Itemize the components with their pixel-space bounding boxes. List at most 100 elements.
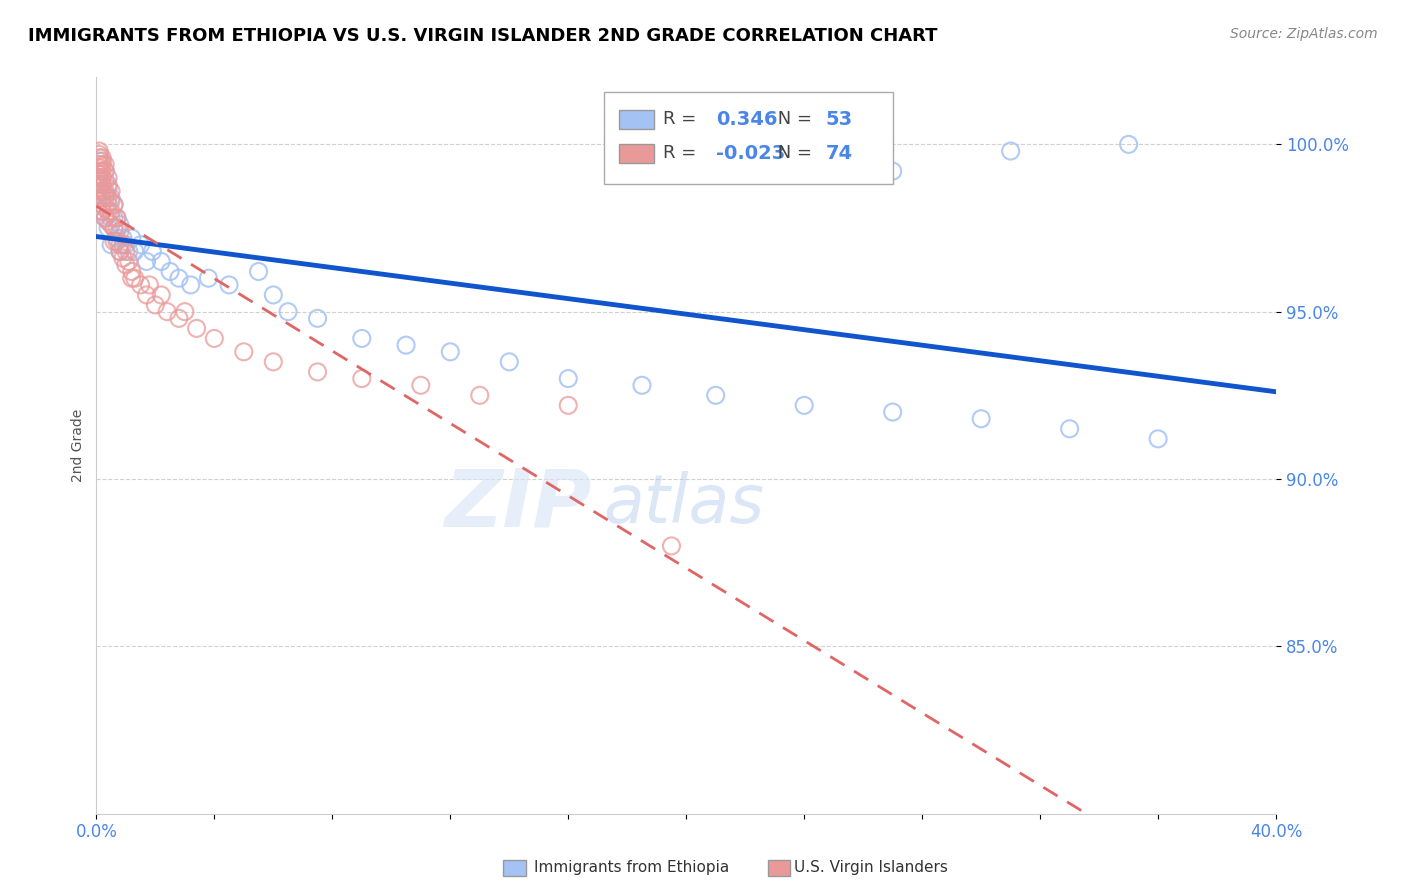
Point: [89, 147, 111, 161]
Point: [108, 224, 131, 238]
Point: [103, 197, 125, 211]
Point: [91, 151, 114, 165]
Point: [89, 184, 111, 198]
Point: [167, 271, 190, 285]
Point: [108, 244, 131, 259]
Point: [557, 398, 579, 412]
Point: [159, 264, 181, 278]
Point: [103, 235, 125, 249]
Point: [108, 237, 131, 252]
Point: [350, 371, 373, 385]
Point: [631, 378, 654, 392]
Point: [1000, 144, 1022, 158]
Point: [91, 170, 114, 185]
Text: ZIP: ZIP: [444, 466, 592, 543]
Point: [277, 304, 299, 318]
Point: [118, 244, 141, 259]
Point: [103, 211, 125, 225]
Point: [97, 214, 120, 228]
Point: [108, 244, 131, 259]
Text: Immigrants from Ethiopia: Immigrants from Ethiopia: [534, 860, 730, 874]
Point: [247, 264, 270, 278]
Point: [91, 157, 114, 171]
Point: [882, 405, 904, 419]
Point: [91, 178, 114, 192]
Point: [100, 204, 122, 219]
Point: [105, 221, 128, 235]
Point: [409, 378, 432, 392]
Point: [89, 187, 111, 202]
Point: [94, 187, 117, 202]
Point: [100, 191, 122, 205]
Point: [89, 168, 111, 182]
Point: [156, 304, 179, 318]
Point: [97, 221, 120, 235]
Point: [108, 218, 131, 232]
Point: [1059, 422, 1081, 436]
Point: [97, 178, 120, 192]
Point: [100, 184, 122, 198]
Point: [89, 170, 111, 185]
Point: [89, 174, 111, 188]
Text: atlas: atlas: [603, 471, 765, 537]
Point: [97, 191, 120, 205]
Point: [105, 231, 128, 245]
Point: [138, 277, 160, 292]
Point: [1118, 137, 1140, 152]
Point: [202, 331, 225, 345]
Point: [197, 271, 219, 285]
Point: [150, 254, 173, 268]
Point: [94, 211, 117, 225]
Point: [793, 398, 815, 412]
Point: [94, 211, 117, 225]
Point: [94, 174, 117, 188]
Point: [91, 178, 114, 192]
Point: [307, 365, 329, 379]
Text: 0.346: 0.346: [716, 110, 778, 129]
Point: [94, 184, 117, 198]
Point: [91, 204, 114, 219]
Text: 53: 53: [825, 110, 852, 129]
Point: [111, 251, 134, 265]
Point: [91, 191, 114, 205]
Point: [91, 164, 114, 178]
Point: [91, 204, 114, 219]
Text: N =: N =: [772, 145, 818, 162]
Point: [118, 254, 141, 268]
Point: [89, 161, 111, 175]
Point: [103, 221, 125, 235]
Point: [262, 288, 284, 302]
Point: [105, 235, 128, 249]
Point: [135, 288, 157, 302]
Text: R =: R =: [662, 111, 702, 128]
Point: [91, 197, 114, 211]
Point: [89, 151, 111, 165]
Point: [232, 344, 254, 359]
Point: [970, 411, 993, 425]
Point: [94, 157, 117, 171]
Point: [135, 254, 157, 268]
Point: [97, 170, 120, 185]
Point: [91, 154, 114, 169]
Point: [89, 178, 111, 192]
Point: [94, 201, 117, 215]
Point: [661, 539, 683, 553]
Text: 74: 74: [825, 144, 852, 162]
Point: [91, 184, 114, 198]
Point: [89, 164, 111, 178]
Point: [97, 181, 120, 195]
Point: [143, 298, 166, 312]
Point: [141, 244, 163, 259]
Point: [115, 244, 138, 259]
Point: [97, 197, 120, 211]
Point: [180, 277, 202, 292]
Point: [167, 311, 190, 326]
FancyBboxPatch shape: [603, 92, 893, 184]
Point: [100, 237, 122, 252]
Point: [105, 211, 128, 225]
Text: IMMIGRANTS FROM ETHIOPIA VS U.S. VIRGIN ISLANDER 2ND GRADE CORRELATION CHART: IMMIGRANTS FROM ETHIOPIA VS U.S. VIRGIN …: [28, 27, 938, 45]
Point: [89, 144, 111, 158]
Point: [94, 164, 117, 178]
FancyBboxPatch shape: [619, 110, 654, 129]
Point: [97, 204, 120, 219]
